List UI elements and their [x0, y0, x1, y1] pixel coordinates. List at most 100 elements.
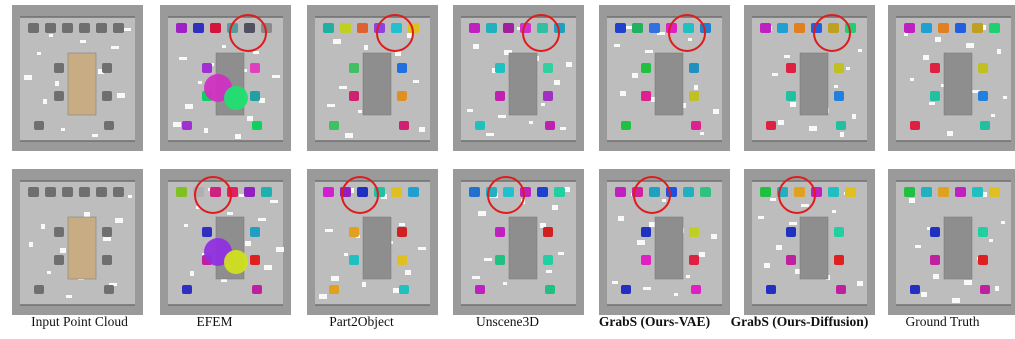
scene-render	[160, 5, 291, 151]
scan-hole	[484, 258, 492, 261]
scan-hole	[834, 85, 838, 88]
scan-hole	[247, 116, 253, 121]
scan-hole	[467, 109, 473, 112]
chair-top-2	[45, 187, 56, 197]
scan-hole	[185, 104, 193, 109]
scan-hole	[790, 102, 796, 107]
scan-hole	[637, 240, 645, 245]
scan-hole	[997, 49, 1001, 54]
scan-hole	[405, 270, 411, 275]
scan-hole	[947, 131, 953, 136]
chair-side-1	[930, 63, 940, 73]
highlight-circle	[778, 176, 816, 214]
chair-bottom-1	[766, 121, 776, 130]
scan-hole	[49, 34, 53, 37]
highlight-circle	[229, 14, 267, 52]
chair-top-5	[244, 23, 255, 33]
chair-top-2	[486, 23, 497, 33]
scan-hole	[333, 39, 341, 44]
scan-hole	[529, 121, 533, 124]
chair-side-4	[397, 91, 407, 101]
chair-top-2	[777, 23, 788, 33]
chair-side-4	[102, 91, 112, 101]
highlight-circle	[633, 176, 671, 214]
chair-top-4	[955, 187, 966, 197]
chair-top-1	[323, 187, 334, 197]
scene-panel-part2object-row2	[305, 167, 440, 317]
scan-hole	[478, 211, 486, 216]
chair-bottom-1	[329, 285, 339, 294]
chair-top-3	[503, 23, 514, 33]
chair-bottom-1	[182, 285, 192, 294]
scan-hole	[399, 223, 405, 226]
chair-side-2	[54, 91, 64, 101]
scan-hole	[809, 126, 817, 131]
chair-side-1	[202, 227, 212, 237]
chair-side-1	[495, 227, 505, 237]
scene-panel-grabs-vae-row1	[597, 3, 732, 153]
chair-side-3	[397, 63, 407, 73]
scan-hole	[331, 276, 339, 281]
scan-hole	[540, 223, 546, 228]
scan-hole	[98, 69, 104, 74]
chair-top-3	[938, 23, 949, 33]
chair-bottom-2	[399, 285, 409, 294]
scan-hole	[395, 51, 401, 56]
scan-hole	[486, 133, 494, 136]
caption-input-point-cloud: Input Point Cloud	[31, 314, 128, 329]
chair-side-4	[978, 255, 988, 265]
chair-top-4	[79, 187, 90, 197]
scan-hole	[345, 133, 353, 138]
scene-panel-input-point-cloud-row1	[10, 3, 145, 153]
chair-side-1	[54, 227, 64, 237]
chair-top-4	[955, 23, 966, 33]
scene-panel-unscene3d-row2	[451, 167, 586, 317]
chair-bottom-1	[329, 121, 339, 130]
scan-hole	[772, 73, 778, 76]
scene-render	[12, 169, 143, 315]
scan-hole	[552, 205, 558, 210]
scene-panel-part2object-row1	[305, 3, 440, 153]
chair-bottom-2	[399, 121, 409, 130]
scan-hole	[801, 204, 809, 207]
chair-side-2	[495, 91, 505, 101]
chair-top-3	[210, 23, 221, 33]
scan-hole	[1001, 221, 1005, 224]
scene-render	[888, 169, 1015, 315]
chair-top-3	[794, 187, 805, 197]
scan-hole	[24, 75, 32, 80]
chair-side-3	[543, 227, 553, 237]
chair-top-1	[760, 23, 771, 33]
scan-hole	[858, 49, 862, 52]
scene-render	[453, 169, 584, 315]
scan-hole	[713, 109, 719, 114]
scan-hole	[358, 110, 362, 113]
scan-hole	[910, 78, 914, 81]
chair-bottom-1	[475, 121, 485, 130]
scene-render	[307, 169, 438, 315]
scan-hole	[564, 187, 570, 192]
scan-hole	[541, 103, 545, 106]
scan-hole	[264, 265, 272, 270]
scene-panel-ground-truth-row1	[886, 3, 1015, 153]
scan-hole	[413, 80, 419, 83]
chair-side-3	[834, 63, 844, 73]
scan-hole	[184, 224, 188, 227]
scene-render	[888, 5, 1015, 151]
scan-hole	[657, 32, 665, 35]
scan-hole	[674, 293, 678, 296]
chair-top-1	[904, 23, 915, 33]
scan-hole	[92, 134, 98, 137]
chair-top-6	[408, 187, 419, 197]
scan-hole	[688, 38, 692, 41]
chair-top-3	[794, 23, 805, 33]
chair-side-2	[495, 255, 505, 265]
scan-hole	[235, 134, 241, 139]
scene-panel-efem-row2	[158, 167, 293, 317]
chair-side-1	[786, 63, 796, 73]
scan-hole	[632, 73, 638, 78]
highlight-circle	[341, 176, 379, 214]
scan-hole	[123, 28, 131, 31]
chair-top-4	[79, 23, 90, 33]
chair-side-3	[978, 63, 988, 73]
